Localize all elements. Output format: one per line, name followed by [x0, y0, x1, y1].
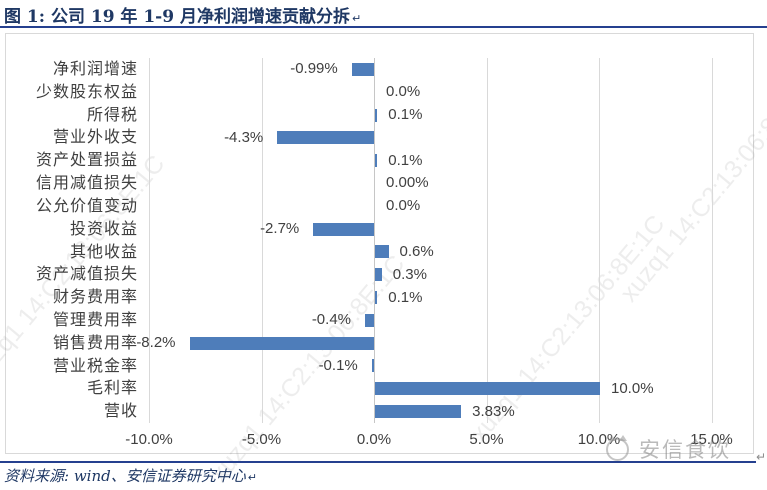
- brand-watermark-text: 安信食饮: [639, 438, 731, 462]
- bar-data-label: -4.3%: [224, 128, 264, 146]
- bar-data-label: 0.00%: [386, 174, 429, 192]
- bar: [375, 291, 378, 305]
- bar-data-label: -0.99%: [290, 60, 338, 78]
- category-label: 营业外收支: [52, 127, 138, 147]
- chart-paragraph-mark-icon: ↵: [756, 450, 767, 464]
- category-label: 少数股东权益: [35, 81, 138, 101]
- bar: [375, 382, 600, 396]
- source-note: 资料来源: wind、安信证券研究中心 ↵: [4, 465, 257, 486]
- bar: [371, 359, 374, 373]
- bar-data-label: 0.1%: [388, 151, 423, 169]
- bar-data-label: -0.4%: [311, 311, 351, 329]
- category-label: 投资收益: [69, 218, 138, 238]
- category-label: 资产减值损失: [35, 264, 138, 284]
- title-divider-line: [0, 26, 767, 28]
- category-label: 财务费用率: [52, 287, 138, 307]
- figure-title: 图 1: 公司 19 年 1-9 月净利润增速贡献分拆 ↵: [4, 2, 361, 27]
- x-gridline: [599, 58, 600, 423]
- brand-watermark: 安信食饮: [606, 434, 731, 464]
- bar-data-label: 10.0%: [611, 379, 654, 397]
- zero-axis-line: [374, 58, 375, 423]
- category-label: 信用减值损失: [35, 173, 138, 193]
- bar: [375, 245, 389, 259]
- bar-data-label: 0.6%: [399, 242, 434, 260]
- category-label: 资产处置损益: [35, 150, 138, 170]
- bar-data-label: 3.83%: [472, 402, 515, 420]
- figure-title-text: 图 1: 公司 19 年 1-9 月净利润增速贡献分拆: [4, 7, 350, 27]
- x-gridline: [486, 58, 488, 423]
- bar-data-label: 0.1%: [388, 288, 423, 306]
- bar: [313, 222, 374, 236]
- x-gridline: [261, 58, 263, 423]
- category-label: 公允价值变动: [35, 195, 138, 215]
- bar-data-label: 0.3%: [392, 265, 427, 283]
- source-note-text: 资料来源: wind、安信证券研究中心: [4, 467, 246, 485]
- footer-divider-line: [0, 461, 756, 463]
- bar: [351, 62, 374, 76]
- bar-data-label: -2.7%: [260, 220, 300, 238]
- bar: [365, 313, 374, 327]
- x-axis-tick-label: -5.0%: [241, 431, 282, 448]
- bar: [375, 108, 378, 122]
- category-label: 其他收益: [69, 241, 138, 261]
- brand-logo-icon: [606, 434, 629, 461]
- x-axis-tick-label: 0.0%: [356, 431, 392, 448]
- source-paragraph-mark-icon: ↵: [247, 471, 257, 484]
- category-label: 所得税: [86, 104, 138, 124]
- category-label: 净利润增速: [52, 59, 138, 78]
- x-axis-tick-label: 5.0%: [469, 431, 504, 448]
- category-label: 营收: [103, 401, 138, 421]
- diagonal-watermark: xuzq1 14:C2:13:06:8E:1C: [614, 69, 767, 308]
- title-paragraph-mark-icon: ↵: [351, 12, 362, 25]
- bar-data-label: 0.0%: [386, 197, 421, 215]
- bar: [375, 154, 378, 168]
- x-gridline: [149, 58, 150, 423]
- bar-data-label: 0.0%: [386, 83, 421, 101]
- bar: [277, 131, 374, 145]
- x-gridline: [711, 58, 713, 423]
- bar-data-label: -0.1%: [318, 356, 358, 374]
- category-label: 销售费用率: [52, 332, 138, 352]
- category-label: 毛利率: [86, 378, 138, 398]
- net-profit-contribution-bar-chart: xuzq1 14:C2:13:06:8E:1C xuzq1 14:C2:13:0…: [0, 33, 767, 487]
- bar-data-label: 0.1%: [388, 106, 423, 124]
- x-axis-tick-label: -10.0%: [125, 431, 173, 448]
- x-axis-tick-label: 15.0%: [690, 431, 733, 448]
- bar: [375, 268, 382, 282]
- bar-data-label: -8.2%: [136, 334, 176, 352]
- category-label: 管理费用率: [52, 309, 138, 329]
- category-label: 营业税金率: [52, 355, 138, 375]
- bar: [375, 405, 462, 419]
- bar: [189, 336, 374, 350]
- diagonal-watermark: xuzq1 14:C2:13:06:8E:1C: [204, 249, 411, 488]
